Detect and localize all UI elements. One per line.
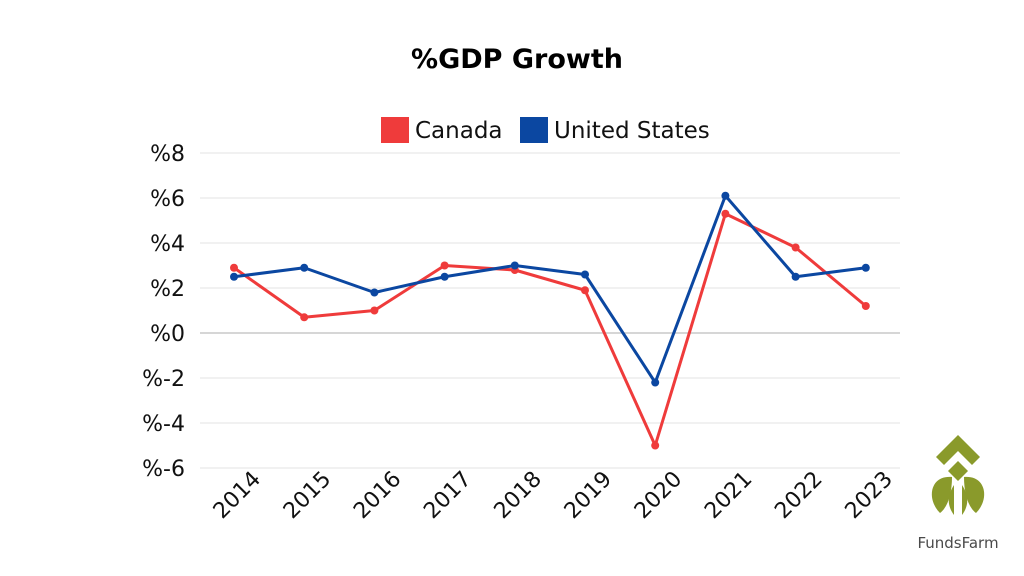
x-tick-label: 2016 xyxy=(349,467,406,524)
data-point-canada xyxy=(370,306,379,315)
x-tick-label: 2015 xyxy=(279,467,336,524)
x-tick-label: 2021 xyxy=(700,467,757,524)
data-point-canada xyxy=(651,441,660,450)
data-point-canada xyxy=(581,286,589,295)
series-line-united-states xyxy=(232,194,868,384)
x-tick-label: 2014 xyxy=(209,467,266,524)
data-point-united-states xyxy=(300,263,309,272)
x-tick-label: 2022 xyxy=(770,467,827,524)
data-point-canada xyxy=(300,313,309,322)
y-tick-label: %6 xyxy=(150,187,185,212)
legend-label-united-states: United States xyxy=(554,118,710,144)
data-point-united-states xyxy=(861,263,870,272)
x-tick-label: 2017 xyxy=(419,467,476,524)
legend-swatch-canada xyxy=(381,117,409,143)
data-point-united-states xyxy=(370,288,379,297)
series xyxy=(230,191,870,450)
data-point-canada xyxy=(791,243,800,252)
data-point-united-states xyxy=(651,378,660,387)
x-tick-label: 2023 xyxy=(841,467,898,524)
leaf-logo-icon xyxy=(931,435,985,515)
data-point-canada xyxy=(861,302,870,310)
data-point-united-states xyxy=(581,270,589,279)
gridlines xyxy=(200,152,900,469)
y-axis: %8 %6 %4 %2 %0 %-2 %-4 %-6 xyxy=(142,142,185,482)
y-tick-label: %-6 xyxy=(142,457,185,482)
x-tick-label: 2018 xyxy=(490,467,547,524)
x-axis: 2014 2015 2016 2017 2018 2019 2020 2021 2022 2023 xyxy=(209,467,898,524)
y-tick-label: %8 xyxy=(150,142,185,167)
data-point-canada xyxy=(721,209,730,218)
data-point-united-states xyxy=(510,261,519,270)
y-tick-label: %-2 xyxy=(142,367,185,392)
legend-label-canada: Canada xyxy=(415,118,503,144)
series-united-states xyxy=(230,191,870,387)
y-tick-label: %0 xyxy=(150,322,185,347)
data-point-canada xyxy=(440,261,449,270)
chart-title: %GDP Growth xyxy=(411,44,623,75)
data-point-united-states xyxy=(230,272,238,281)
data-point-united-states xyxy=(791,272,800,281)
data-point-united-states xyxy=(440,272,449,281)
legend-swatch-united-states xyxy=(520,117,548,143)
y-tick-label: %4 xyxy=(150,232,185,257)
logo-text: FundsFarm xyxy=(917,534,998,552)
series-canada xyxy=(230,209,870,450)
x-tick-label: 2019 xyxy=(560,467,617,524)
data-point-united-states xyxy=(721,191,730,200)
y-tick-label: %-4 xyxy=(142,412,185,437)
x-tick-label: 2020 xyxy=(630,467,687,524)
fundsfarm-logo: FundsFarm xyxy=(917,435,999,552)
series-line-canada xyxy=(232,212,868,447)
y-tick-label: %2 xyxy=(150,277,185,302)
legend: Canada United States xyxy=(381,117,710,144)
data-point-canada xyxy=(230,263,238,272)
